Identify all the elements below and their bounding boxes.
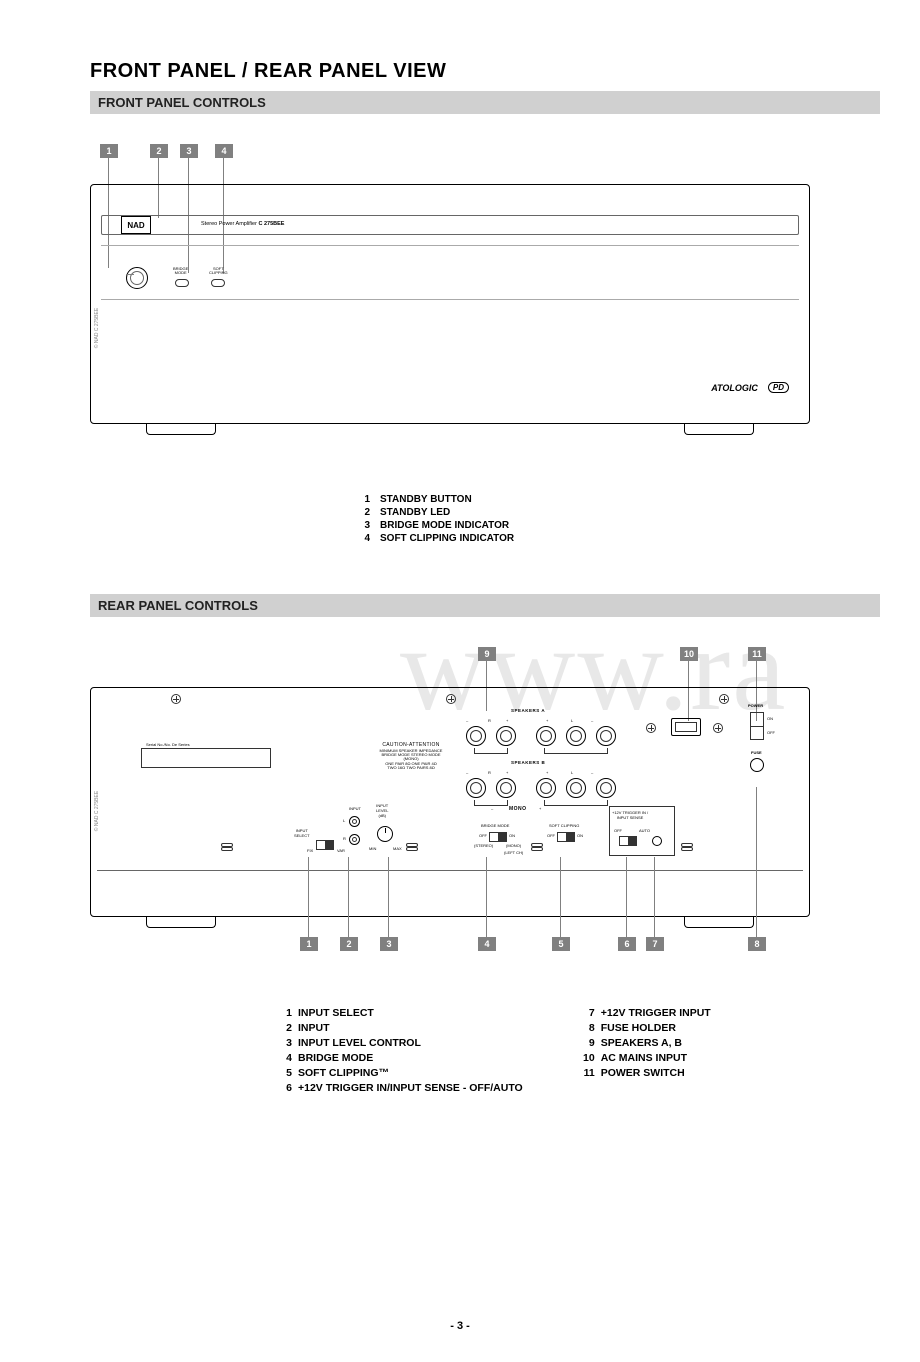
front-callout-1: 1 xyxy=(100,144,118,158)
rear-callout-10: 10 xyxy=(680,647,698,661)
rear-callout-11: 11 xyxy=(748,647,766,661)
product-label: Stereo Power Amplifier C 275BEE xyxy=(201,221,284,227)
rear-callout-1: 1 xyxy=(300,937,318,951)
rear-panel-diagram: 9 10 11 Serial No./No. De Series CAUTION… xyxy=(90,647,880,967)
rear-callout-8: 8 xyxy=(748,937,766,951)
bind-bar xyxy=(544,800,608,806)
rear-foot-left xyxy=(146,916,216,928)
copyright-side: © NAD C 275BEE xyxy=(94,308,100,348)
rear-chassis: Serial No./No. De Series CAUTION-ATTENTI… xyxy=(90,687,810,917)
caution-text: CAUTION-ATTENTION MINIMUM SPEAKER IMPEDA… xyxy=(366,743,456,770)
binding-post xyxy=(536,778,556,798)
vent-icon xyxy=(406,843,418,851)
soft-clipping-label: SOFT CLIPPING xyxy=(549,823,579,828)
vent-icon xyxy=(681,843,693,851)
input-select-label: INPUT SELECT xyxy=(294,828,310,838)
binding-post xyxy=(496,778,516,798)
front-callout-4: 4 xyxy=(215,144,233,158)
speakers-a-label: SPEAKERS A xyxy=(511,708,545,713)
binding-post xyxy=(496,726,516,746)
binding-post xyxy=(566,778,586,798)
rear-callout-2: 2 xyxy=(340,937,358,951)
front-panel-diagram: 1 2 3 4 NAD Stereo Power Amplifier C 275… xyxy=(90,144,880,474)
lead-line xyxy=(654,857,655,937)
binding-post xyxy=(596,726,616,746)
binding-post xyxy=(536,726,556,746)
screw-icon xyxy=(646,723,656,733)
copyright-side: © NAD C 275BEE xyxy=(94,791,100,831)
rear-callout-7: 7 xyxy=(646,937,664,951)
fuse-holder xyxy=(750,758,764,772)
rear-callout-6: 6 xyxy=(618,937,636,951)
lead-line xyxy=(348,857,349,937)
binding-post xyxy=(596,778,616,798)
rear-bottom-edge xyxy=(97,870,803,910)
screw-icon xyxy=(713,723,723,733)
front-foot-right xyxy=(684,423,754,435)
front-section-bar: FRONT PANEL CONTROLS xyxy=(90,91,880,114)
lead-line xyxy=(756,787,757,937)
ac-mains-input xyxy=(671,718,701,736)
rca-l xyxy=(349,816,360,827)
nad-logo: NAD xyxy=(121,216,151,234)
lead-line xyxy=(308,857,309,937)
vent-icon xyxy=(531,843,543,851)
rear-foot-right xyxy=(684,916,754,928)
front-callout-3: 3 xyxy=(180,144,198,158)
soft-clip-switch xyxy=(557,832,575,842)
soft-clip-led xyxy=(211,279,225,287)
vent-icon xyxy=(221,843,233,851)
standby-pointer xyxy=(126,274,134,275)
lead-line xyxy=(560,857,561,937)
bind-bar xyxy=(474,748,508,754)
rca-r xyxy=(349,834,360,845)
rear-callout-9: 9 xyxy=(478,647,496,661)
serial-box: Serial No./No. De Series xyxy=(141,748,271,768)
front-callout-2: 2 xyxy=(150,144,168,158)
input-select-switch xyxy=(316,840,334,850)
bridge-led xyxy=(175,279,189,287)
pd-logo: PD xyxy=(768,382,789,393)
lead-line xyxy=(388,857,389,937)
rear-key-list: 1INPUT SELECT 2INPUT 3INPUT LEVEL CONTRO… xyxy=(280,1007,880,1097)
input-level-label: INPUT LEVEL (dB) xyxy=(376,803,388,818)
front-mid-strip xyxy=(101,245,799,300)
front-logos: ATOLOGIC PD xyxy=(711,382,789,393)
page-number: - 3 - xyxy=(0,1320,920,1332)
atologic-logo: ATOLOGIC xyxy=(711,383,758,393)
rear-section-bar: REAR PANEL CONTROLS xyxy=(90,594,880,617)
bind-bar xyxy=(544,748,608,754)
power-switch xyxy=(750,712,764,740)
binding-post xyxy=(466,778,486,798)
input-level-knob xyxy=(377,826,393,842)
bridge-mode-label: BRIDGE MODE xyxy=(173,267,188,276)
screw-icon xyxy=(446,694,456,704)
standby-button xyxy=(126,267,148,289)
bridge-mode-label: BRIDGE MODE xyxy=(481,823,509,828)
rear-callout-3: 3 xyxy=(380,937,398,951)
rear-callout-5: 5 xyxy=(552,937,570,951)
binding-post xyxy=(566,726,586,746)
binding-post xyxy=(466,726,486,746)
trigger-switch xyxy=(619,836,637,846)
input-label: INPUT xyxy=(349,806,361,811)
front-chassis: NAD Stereo Power Amplifier C 275BEE BRID… xyxy=(90,184,810,424)
rear-callout-4: 4 xyxy=(478,937,496,951)
front-foot-left xyxy=(146,423,216,435)
front-key-list: 1STANDBY BUTTON 2STANDBY LED 3BRIDGE MOD… xyxy=(360,494,880,544)
mono-label: MONO xyxy=(509,806,527,812)
trigger-jack xyxy=(652,836,662,846)
lead-line xyxy=(626,857,627,937)
bridge-switch xyxy=(489,832,507,842)
speakers-b-label: SPEAKERS B xyxy=(511,760,545,765)
soft-clip-label: SOFT CLIPPING xyxy=(209,267,228,276)
lead-line xyxy=(486,857,487,937)
screw-icon xyxy=(171,694,181,704)
page-title: FRONT PANEL / REAR PANEL VIEW xyxy=(90,60,880,83)
screw-icon xyxy=(719,694,729,704)
